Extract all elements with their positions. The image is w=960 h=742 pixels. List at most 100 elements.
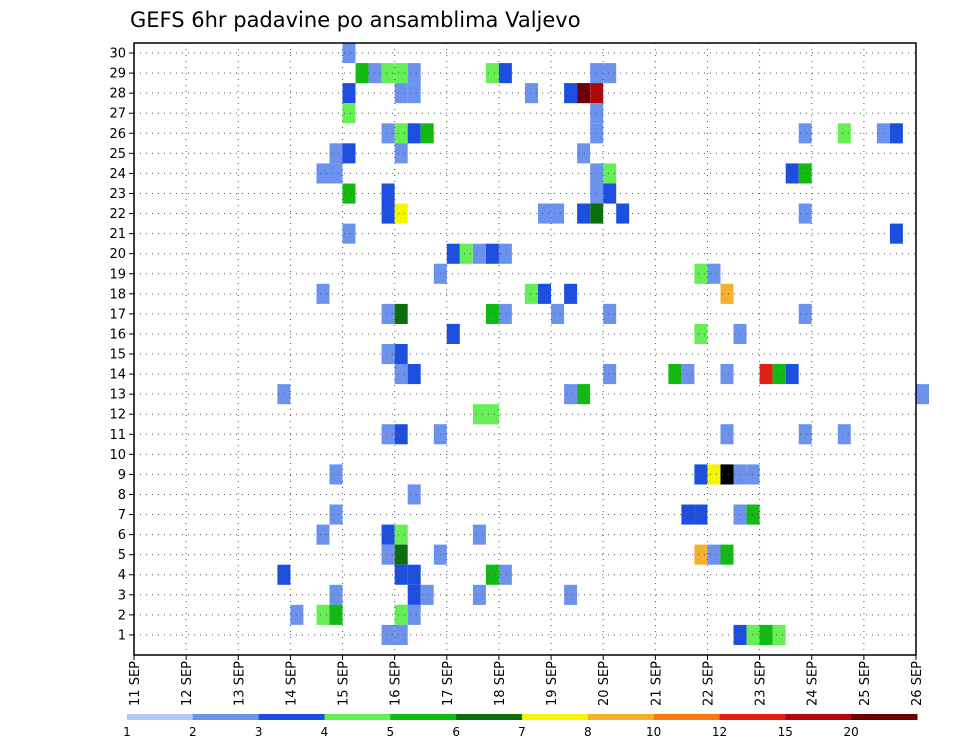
heatmap-cell [551, 203, 565, 224]
heatmap-cell [394, 524, 408, 545]
heatmap-cell [277, 384, 291, 405]
heatmap-cell [564, 584, 578, 605]
x-tick-label: 17 SEP [441, 661, 456, 706]
y-tick-label: 21 [109, 227, 126, 242]
y-tick-label: 16 [109, 327, 126, 342]
grid-lines [134, 43, 916, 655]
heatmap-cell [525, 283, 538, 304]
heatmap-cell [329, 163, 343, 184]
heatmap-cell [407, 123, 421, 144]
heatmap-cell [498, 63, 512, 84]
heatmap-cell [329, 464, 343, 485]
heatmap-cell [381, 123, 395, 144]
heatmap-cell [798, 203, 812, 224]
colorbar-tick-label: 2 [189, 725, 197, 739]
colorbar-tick-label: 8 [584, 725, 592, 739]
heatmap-cell [472, 524, 486, 545]
heatmap-cell [694, 504, 708, 525]
heatmap-cell [681, 364, 695, 385]
heatmap-cell [407, 83, 421, 104]
heatmap-cell [694, 323, 708, 344]
heatmap-cell [603, 63, 617, 84]
heatmap-cell [316, 524, 330, 545]
heatmap-cell [381, 344, 395, 365]
heatmap-cell [551, 303, 565, 324]
x-tick-label: 22 SEP [701, 661, 716, 706]
heatmap-cell [381, 424, 395, 445]
colorbar: 1 2 3 4 5 6 7 8 10 12 15 20 [123, 714, 918, 739]
y-tick-label: 10 [109, 448, 126, 463]
heatmap-cell [498, 564, 512, 585]
y-tick-label: 26 [109, 127, 126, 142]
heatmap-cell [577, 203, 591, 224]
colorbar-swatch [719, 714, 786, 720]
x-tick-label: 19 SEP [545, 661, 560, 706]
x-tick-label: 25 SEP [858, 661, 873, 706]
heatmap-cell [538, 203, 551, 224]
y-tick-label: 19 [109, 267, 126, 282]
x-tick-label: 21 SEP [649, 661, 664, 706]
heatmap-cell [316, 604, 330, 625]
colorbar-swatch [785, 714, 852, 720]
heatmap-cell [707, 464, 721, 485]
heatmap-cell [381, 544, 395, 565]
heatmap-cell [785, 364, 799, 385]
heatmap-cell [876, 123, 890, 144]
x-tick-label: 11 SEP [128, 661, 143, 706]
colorbar-swatch [851, 714, 918, 720]
colorbar-tick-label: 4 [321, 725, 329, 739]
heatmap-cell [407, 604, 421, 625]
y-tick-label: 17 [109, 307, 126, 322]
heatmap-cell [394, 544, 408, 565]
heatmap-cell [329, 143, 343, 164]
colorbar-swatch [127, 714, 194, 720]
heatmap-cell [577, 143, 591, 164]
heatmap-cell [603, 303, 617, 324]
heatmap-cell [381, 624, 395, 645]
heatmap-cell [759, 624, 773, 645]
heatmap-cell [837, 424, 851, 445]
heatmap-cell [381, 63, 395, 84]
heatmap-cell [394, 83, 408, 104]
heatmap-cell [407, 564, 421, 585]
heatmap-cell [394, 203, 408, 224]
heatmap-cell [720, 544, 734, 565]
heatmap-cell [746, 624, 760, 645]
colorbar-swatch [456, 714, 523, 720]
x-tick-label: 20 SEP [597, 661, 612, 706]
colorbar-swatch [653, 714, 720, 720]
heatmap-cell [916, 384, 929, 405]
y-tick-label: 27 [109, 107, 126, 122]
y-tick-label: 12 [109, 408, 126, 423]
heatmap-cell [798, 303, 812, 324]
y-tick-label: 15 [109, 348, 126, 363]
y-tick-label: 2 [118, 608, 126, 623]
x-tick-label: 15 SEP [337, 661, 352, 706]
heatmap-cell [472, 584, 486, 605]
heatmap-cell [603, 183, 617, 204]
heatmap-cell [707, 544, 721, 565]
y-tick-label: 24 [109, 167, 126, 182]
x-tick-label: 24 SEP [806, 661, 821, 706]
heatmap-cell [381, 303, 395, 324]
heatmap-cell [564, 83, 578, 104]
heatmap-cell [472, 243, 486, 264]
heatmap-cell [681, 504, 695, 525]
x-tick-label: 16 SEP [389, 661, 404, 706]
heatmap-cell [446, 323, 460, 344]
y-tick-label: 29 [109, 67, 126, 82]
heatmap-cell [498, 243, 512, 264]
x-axis-ticks: 11 SEP 12 SEP 13 SEP 14 SEP 15 SEP 16 SEP 17 S… [128, 655, 925, 706]
colorbar-swatch [390, 714, 457, 720]
y-tick-label: 13 [109, 388, 126, 403]
heatmap-cell [694, 464, 708, 485]
colorbar-swatch [522, 714, 589, 720]
y-tick-label: 14 [109, 368, 126, 383]
heatmap-cell [577, 384, 591, 405]
heatmap-cell [394, 424, 408, 445]
heatmap-cell [381, 183, 395, 204]
heatmap-cell [394, 63, 408, 84]
colorbar-tick-label: 5 [386, 725, 394, 739]
heatmap-cell [785, 163, 799, 184]
heatmap-cell [720, 364, 734, 385]
